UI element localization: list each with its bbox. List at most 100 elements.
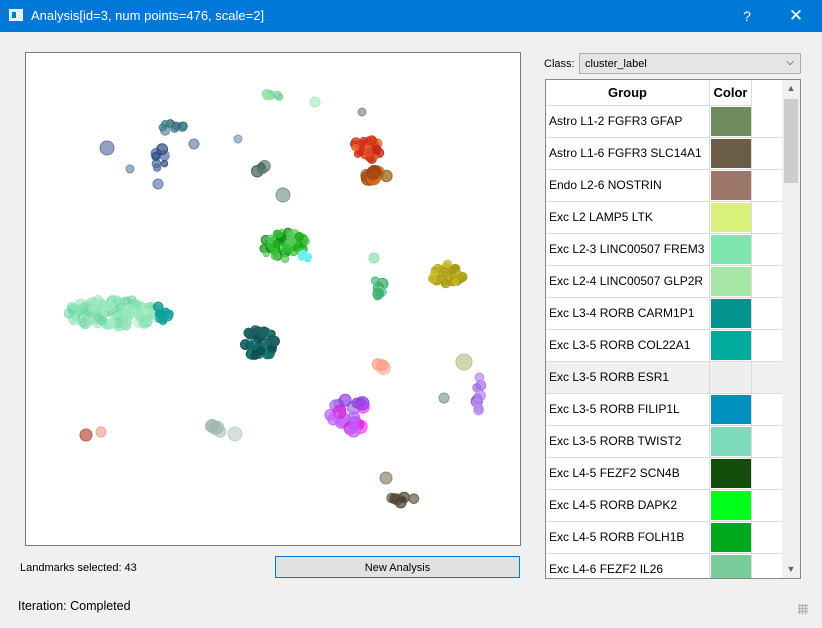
color-cell[interactable]	[710, 266, 752, 297]
scatter-point	[247, 339, 258, 351]
scatter-point	[430, 269, 438, 278]
scatter-point	[106, 318, 117, 329]
color-cell[interactable]	[710, 362, 752, 393]
close-button[interactable]: ✕	[788, 6, 804, 25]
color-cell[interactable]	[710, 330, 752, 361]
scatter-point	[122, 296, 132, 306]
scatter-point	[267, 344, 275, 352]
title-bar: Analysis[id=3, num points=476, scale=2] …	[0, 0, 822, 32]
color-cell[interactable]	[710, 298, 752, 329]
color-column-header[interactable]: Color	[710, 80, 752, 106]
scatter-point	[380, 169, 393, 183]
scatter-point	[170, 123, 180, 133]
scatter-point	[363, 147, 373, 158]
scatter-point	[143, 302, 152, 311]
group-cell: Astro L1-2 FGFR3 GFAP	[546, 106, 710, 137]
scatter-point	[152, 178, 164, 190]
color-swatch	[711, 363, 751, 392]
scatter-point	[283, 244, 293, 253]
window-icon	[9, 9, 23, 21]
table-row[interactable]: Exc L4-5 RORB FOLH1B	[546, 522, 782, 554]
scatter-point	[280, 254, 290, 264]
scatter-point	[214, 425, 227, 438]
color-cell[interactable]	[710, 202, 752, 233]
group-cell: Exc L2-4 LINC00507 GLP2R	[546, 266, 710, 297]
table-row[interactable]: Exc L3-5 RORB ESR1	[546, 362, 782, 394]
group-cell: Endo L2-6 NOSTRIN	[546, 170, 710, 201]
table-row[interactable]: Endo L2-6 NOSTRIN	[546, 170, 782, 202]
class-dropdown[interactable]: cluster_label ⌵	[579, 53, 801, 74]
resize-grip[interactable]	[798, 604, 808, 614]
table-row[interactable]: Exc L4-5 RORB DAPK2	[546, 490, 782, 522]
scatter-point	[305, 252, 313, 261]
color-swatch	[711, 395, 751, 424]
scatter-point	[441, 268, 450, 277]
table-row[interactable]: Exc L2-4 LINC00507 GLP2R	[546, 266, 782, 298]
color-cell[interactable]	[710, 426, 752, 457]
scatter-point	[395, 496, 407, 509]
table-row[interactable]: Astro L1-6 FGFR3 SLC14A1	[546, 138, 782, 170]
group-cell: Exc L4-5 RORB DAPK2	[546, 490, 710, 521]
group-cell: Exc L3-5 RORB ESR1	[546, 362, 710, 393]
scroll-down-icon[interactable]: ▼	[786, 564, 796, 574]
color-cell[interactable]	[710, 138, 752, 169]
scatter-point	[158, 316, 168, 326]
color-cell[interactable]	[710, 394, 752, 425]
table-row[interactable]: Exc L4-6 FEZF2 IL26	[546, 554, 782, 578]
color-cell[interactable]	[710, 554, 752, 578]
table-row[interactable]: Astro L1-2 FGFR3 GFAP	[546, 106, 782, 138]
scatter-point	[372, 288, 384, 300]
scatter-point	[327, 413, 340, 426]
scatter-point	[125, 164, 135, 174]
scatter-point	[270, 247, 278, 256]
scatter-point	[103, 300, 114, 311]
scatter-point	[188, 138, 200, 150]
scatter-point	[262, 91, 272, 101]
group-cell: Exc L4-5 FEZF2 SCN4B	[546, 458, 710, 489]
color-cell[interactable]	[710, 234, 752, 265]
table-row[interactable]: Exc L4-5 FEZF2 SCN4B	[546, 458, 782, 490]
table-row[interactable]: Exc L2 LAMP5 LTK	[546, 202, 782, 234]
table-row[interactable]: Exc L3-5 RORB FILIP1L	[546, 394, 782, 426]
help-button[interactable]: ?	[743, 8, 751, 24]
scatter-point	[448, 265, 458, 275]
scatter-point	[259, 326, 270, 337]
scatter-point	[474, 372, 485, 383]
scatter-point	[370, 276, 380, 285]
iteration-status: Iteration: Completed	[18, 599, 131, 613]
scatter-point	[272, 239, 281, 248]
scatter-point	[301, 237, 310, 246]
color-cell[interactable]	[710, 170, 752, 201]
color-cell[interactable]	[710, 106, 752, 137]
table-row[interactable]: Exc L3-5 RORB COL22A1	[546, 330, 782, 362]
scatter-point	[139, 318, 150, 329]
landmarks-selected-label: Landmarks selected: 43	[20, 562, 137, 574]
vertical-scrollbar[interactable]: ▲ ▼	[782, 80, 800, 578]
cluster-table[interactable]: Group Color Astro L1-2 FGFR3 GFAP Astro L…	[545, 79, 801, 579]
scroll-up-icon[interactable]: ▲	[786, 83, 796, 93]
scatter-point	[452, 278, 460, 286]
scatter-point	[156, 143, 169, 156]
scatter-point	[256, 345, 266, 356]
scatter-point	[357, 107, 367, 117]
new-analysis-button[interactable]: New Analysis	[275, 556, 520, 578]
color-swatch	[711, 555, 751, 578]
scatter-point	[376, 359, 389, 372]
scatter-point	[274, 230, 283, 239]
scatter-canvas[interactable]	[26, 53, 520, 545]
embedding-plot[interactable]	[25, 52, 521, 546]
color-swatch	[711, 139, 751, 168]
scatter-point	[294, 231, 304, 242]
scatter-point	[347, 411, 361, 425]
scroll-thumb[interactable]	[784, 99, 798, 183]
scatter-point	[438, 392, 450, 404]
color-cell[interactable]	[710, 458, 752, 489]
scatter-point	[99, 140, 115, 156]
group-column-header[interactable]: Group	[546, 80, 710, 106]
table-row[interactable]: Exc L3-5 RORB TWIST2	[546, 426, 782, 458]
color-cell[interactable]	[710, 490, 752, 521]
table-row[interactable]: Exc L2-3 LINC00507 FREM3	[546, 234, 782, 266]
scatter-point	[160, 159, 169, 168]
table-row[interactable]: Exc L3-4 RORB CARM1P1	[546, 298, 782, 330]
color-cell[interactable]	[710, 522, 752, 553]
